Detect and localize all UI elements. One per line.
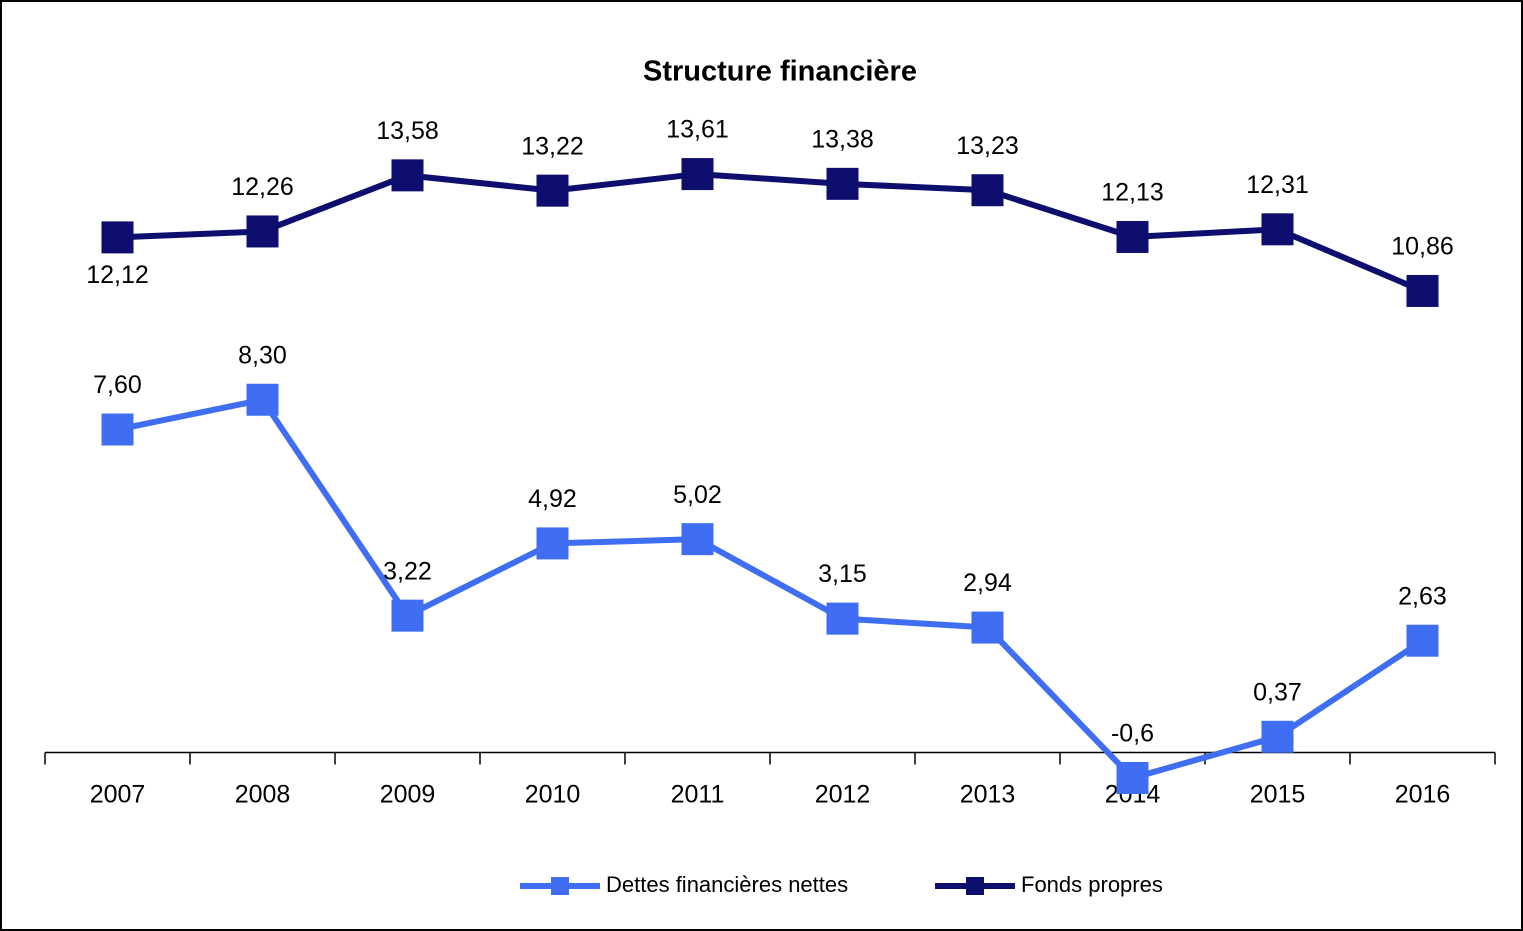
x-tick-label: 2010 <box>525 781 581 809</box>
x-tick-label: 2016 <box>1395 781 1451 809</box>
data-label: 13,23 <box>956 132 1019 160</box>
legend-label: Fonds propres <box>1021 872 1163 897</box>
data-label: 4,92 <box>528 485 577 513</box>
x-tick-label: 2015 <box>1250 781 1306 809</box>
x-tick-label: 2011 <box>671 781 725 809</box>
data-label: 5,02 <box>673 481 722 509</box>
series-line <box>116 396 1425 781</box>
chart-title: Structure financière <box>643 56 917 88</box>
marker <box>246 215 279 248</box>
marker <box>536 527 569 560</box>
marker <box>681 158 714 191</box>
legend-marker <box>551 877 569 895</box>
marker <box>536 174 569 207</box>
data-label: 12,26 <box>231 173 294 201</box>
marker <box>826 602 859 635</box>
x-tick-label: 2007 <box>90 781 146 809</box>
data-label: 8,30 <box>238 341 287 369</box>
marker <box>971 611 1004 644</box>
marker <box>246 383 279 416</box>
x-tick-label: 2009 <box>380 781 436 809</box>
data-label: 13,22 <box>521 132 584 160</box>
data-label: 3,15 <box>818 560 867 588</box>
data-label: 12,13 <box>1101 179 1164 207</box>
data-label: 10,86 <box>1391 233 1454 261</box>
marker <box>391 159 424 192</box>
data-label: 12,12 <box>86 261 149 289</box>
x-tick-label: 2012 <box>815 781 871 809</box>
marker <box>1116 220 1149 253</box>
data-label: 3,22 <box>383 557 432 585</box>
data-label: 13,38 <box>811 125 874 153</box>
legend-marker <box>966 877 984 895</box>
data-label: 0,37 <box>1253 678 1302 706</box>
data-label: 13,58 <box>376 117 439 145</box>
marker <box>1116 762 1149 794</box>
data-label: 2,94 <box>963 569 1012 597</box>
marker <box>1261 720 1294 753</box>
marker <box>1406 624 1439 657</box>
marker <box>1406 274 1439 307</box>
x-tick-label: 2013 <box>960 781 1016 809</box>
marker <box>826 167 859 200</box>
data-label: 7,60 <box>93 371 142 399</box>
marker <box>101 413 134 446</box>
marker <box>101 221 134 254</box>
series-line <box>117 171 1424 294</box>
data-label: -0,6 <box>1111 720 1154 748</box>
data-label: 2,63 <box>1398 582 1447 610</box>
marker <box>971 174 1004 207</box>
marker <box>391 599 424 632</box>
x-tick-label: 2008 <box>235 781 291 809</box>
data-label: 13,61 <box>666 116 729 144</box>
marker <box>1261 213 1294 246</box>
legend-label: Dettes financières nettes <box>606 872 848 897</box>
marker <box>681 523 714 556</box>
data-label: 12,31 <box>1246 171 1309 199</box>
